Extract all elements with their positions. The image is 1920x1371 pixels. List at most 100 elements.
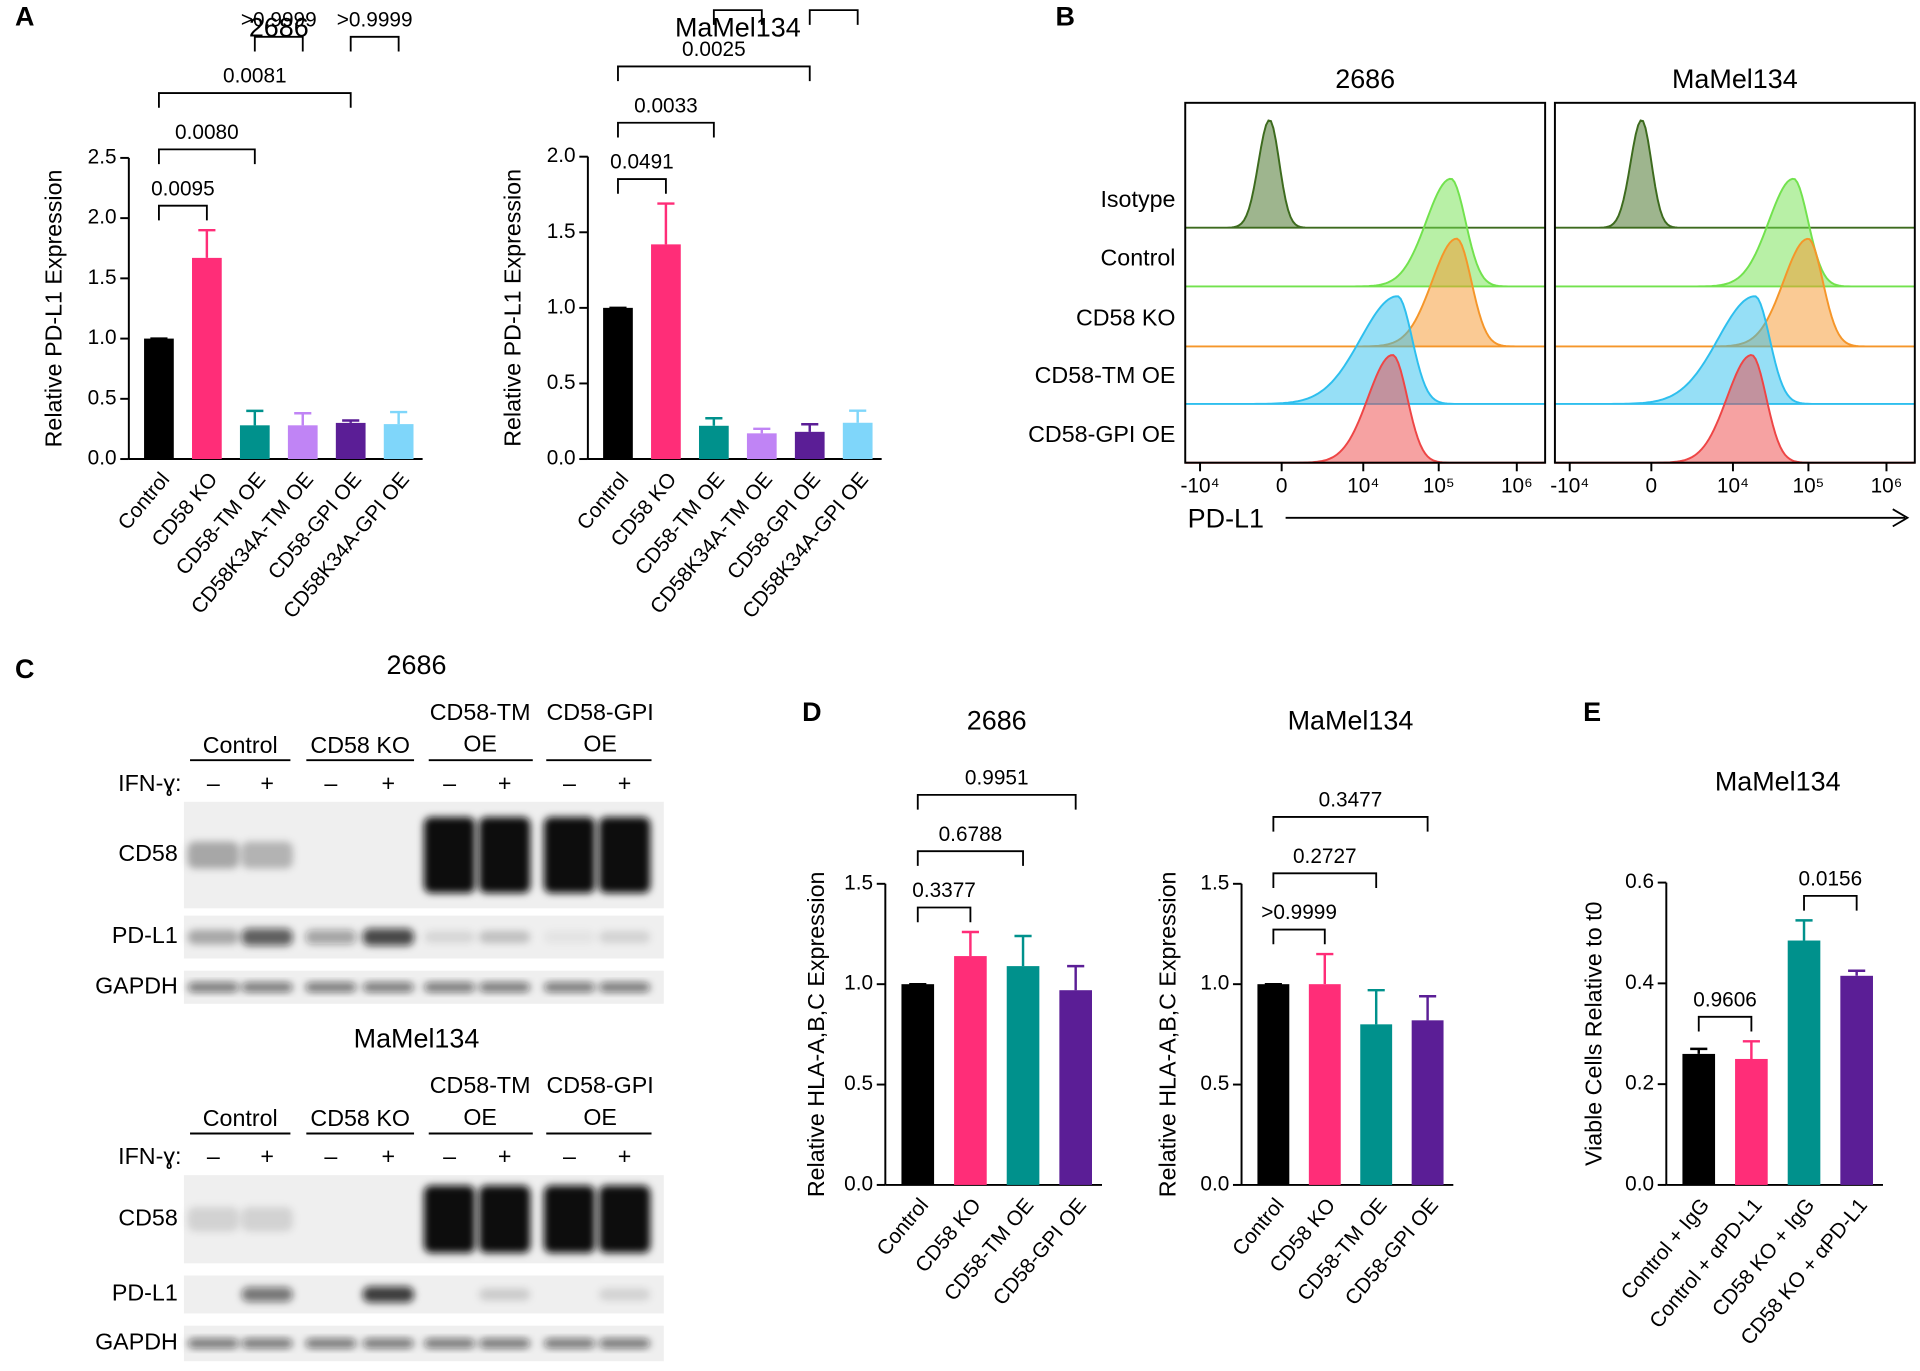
y-tick-label: 0.0	[844, 1172, 873, 1195]
chart-title: MaMel134	[1288, 705, 1414, 735]
treatment-level: –	[563, 1143, 576, 1169]
y-tick-label: 0.0	[1200, 1172, 1229, 1195]
treatment-level: –	[207, 1143, 220, 1169]
bar	[901, 984, 935, 1185]
group-label: CD58-GPI	[546, 1072, 653, 1098]
y-axis-label: Viable Cells Relative to t0	[1580, 901, 1606, 1166]
y-tick-label: 1.5	[88, 266, 117, 289]
blot-band	[241, 1206, 293, 1232]
bar	[603, 307, 633, 460]
y-tick-label: 0.6	[1625, 870, 1654, 893]
blot-title: MaMel134	[354, 1024, 480, 1054]
blot-band	[187, 982, 240, 993]
error-bar	[342, 419, 360, 423]
group-label: CD58-TM	[430, 1072, 531, 1098]
legend-label: Control	[1100, 245, 1175, 271]
blot-band	[478, 1185, 531, 1253]
p-value: 0.9951	[965, 766, 1029, 789]
panel-title: MaMel134	[1672, 64, 1798, 94]
comparison-bracket	[1272, 872, 1378, 888]
blot-band	[362, 1338, 415, 1349]
bar	[1257, 984, 1290, 1185]
comparison-bracket	[158, 148, 256, 165]
bar	[1411, 1020, 1444, 1185]
error-bar	[849, 409, 867, 423]
comparison-bracket	[1697, 1015, 1753, 1032]
x-tick-label: 0	[1276, 475, 1288, 498]
chart-title: 2686	[967, 705, 1027, 735]
y-tick-label: 2.0	[547, 144, 576, 167]
blot-band	[423, 817, 476, 893]
group-label: Control	[203, 1105, 278, 1131]
blot-band	[187, 1338, 240, 1349]
comparison-bracket	[253, 35, 304, 52]
treatment-label: IFN-ɣ:	[118, 770, 181, 796]
bar	[746, 433, 777, 460]
chart-title: MaMel134	[1715, 767, 1841, 797]
y-tick-label: 0.0	[547, 447, 576, 470]
bar	[698, 425, 729, 460]
bar	[1840, 975, 1873, 1185]
comparison-bracket	[617, 178, 667, 194]
comparison-bracket	[158, 92, 352, 108]
blot-band	[598, 817, 651, 893]
group-label: CD58-GPI	[546, 699, 653, 725]
y-tick-label: 1.5	[547, 220, 576, 243]
y-tick-label: 1.0	[547, 295, 576, 318]
blot-band	[241, 1287, 293, 1302]
blot-band	[478, 1338, 531, 1349]
arrow-head	[1892, 508, 1910, 528]
treatment-level: +	[260, 770, 274, 796]
p-value: 0.9962	[706, 0, 770, 5]
panel-frame	[1553, 101, 1916, 464]
comparison-bracket	[158, 204, 208, 221]
blot-band	[543, 982, 596, 993]
x-tick-label: 10⁵	[1793, 475, 1825, 498]
legend-label: CD58-GPI OE	[1028, 421, 1175, 447]
histogram	[1185, 295, 1546, 405]
y-tick-label: 0.0	[88, 447, 117, 470]
y-tick-label: 1.0	[844, 972, 873, 995]
comparison-bracket	[1803, 894, 1858, 911]
panel-label: D	[802, 697, 821, 727]
y-tick-label: 0.5	[1200, 1072, 1229, 1095]
blot-band	[305, 982, 357, 993]
histogram	[1554, 295, 1915, 405]
legend-label: Isotype	[1100, 186, 1175, 212]
blot-band	[478, 982, 531, 993]
y-tick-label: 1.5	[1200, 871, 1229, 894]
treatment-level: +	[260, 1143, 274, 1169]
comparison-bracket	[808, 9, 859, 25]
error-bar	[1690, 1047, 1708, 1054]
x-tick-label: -10⁴	[1550, 475, 1589, 498]
p-value: 0.0033	[634, 94, 698, 117]
p-value: 0.6788	[939, 823, 1003, 846]
bar	[954, 956, 987, 1185]
blot-band	[305, 929, 357, 945]
blot-band	[598, 1288, 651, 1301]
blot-band	[241, 928, 293, 946]
blot-band	[423, 1185, 476, 1253]
y-tick-label: 0.2	[1625, 1072, 1654, 1095]
bar	[1308, 984, 1341, 1185]
bar	[1360, 1024, 1393, 1185]
x-tick-label: 0	[1646, 475, 1658, 498]
blot-band	[305, 1338, 357, 1349]
group-label: OE	[583, 731, 617, 757]
error-bar	[1848, 969, 1866, 976]
error-bar	[390, 410, 408, 425]
y-tick-label: 0.5	[88, 386, 117, 409]
comparison-bracket	[1272, 816, 1429, 832]
error-bar	[198, 228, 216, 258]
histogram	[1554, 119, 1915, 229]
treatment-label: IFN-ɣ:	[118, 1143, 181, 1169]
panel-label: B	[1055, 1, 1074, 31]
blot-band	[362, 982, 415, 993]
panel-label: A	[15, 1, 34, 31]
treatment-level: –	[443, 1143, 456, 1169]
treatment-level: +	[618, 770, 632, 796]
y-tick-label: 2.5	[88, 145, 117, 168]
bar	[1682, 1053, 1716, 1185]
bar	[144, 338, 174, 460]
